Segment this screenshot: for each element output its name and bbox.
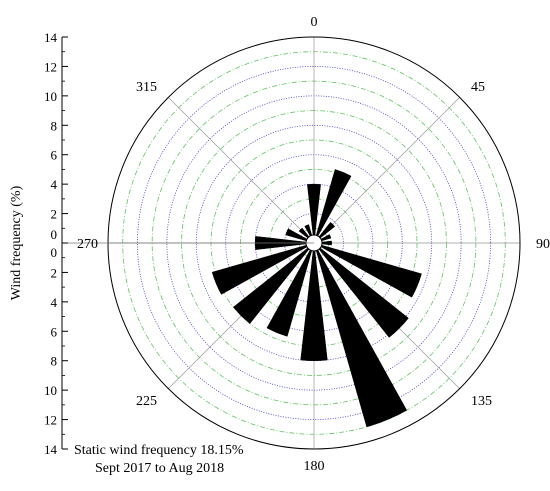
radial-tick-label: 14 xyxy=(44,442,58,457)
wind-sectors xyxy=(211,169,422,428)
radial-tick-label: 12 xyxy=(44,59,57,74)
wind-sector-157.5 xyxy=(313,242,408,428)
y-axis-label: Wind frequency (%) xyxy=(9,185,24,300)
direction-label-180: 180 xyxy=(304,459,325,474)
wind-sector-247.5 xyxy=(211,242,315,295)
direction-label-315: 315 xyxy=(136,80,157,95)
wind-sector-225 xyxy=(233,242,315,324)
radial-tick-label: 2 xyxy=(51,265,58,280)
direction-label-225: 225 xyxy=(136,394,157,409)
direction-label-270: 270 xyxy=(77,237,98,252)
wind-sector-0 xyxy=(307,183,321,244)
grid-spoke xyxy=(168,97,315,244)
static-wind-note: Static wind frequency 18.15% xyxy=(74,443,244,458)
grid-spoke xyxy=(313,97,460,244)
radial-tick-label: 8 xyxy=(51,118,58,133)
radial-tick-label: 4 xyxy=(51,177,58,192)
radial-axis: 0 0 2 2 4 4 6 6 8 8 10 10 12 12 14 14 xyxy=(44,30,314,457)
radial-tick-label: 8 xyxy=(51,354,58,369)
radial-tick-label: 0 xyxy=(51,227,58,242)
direction-label-0: 0 xyxy=(311,15,318,30)
radial-tick-label: 12 xyxy=(44,413,57,428)
wind-sector-202.5 xyxy=(266,242,315,337)
radial-tick-label: 10 xyxy=(44,383,57,398)
wind-sector-180 xyxy=(300,242,328,361)
radial-tick-label: 0 xyxy=(51,245,58,260)
direction-label-135: 135 xyxy=(471,394,492,409)
radial-tick-label: 6 xyxy=(51,148,58,163)
direction-label-45: 45 xyxy=(471,80,485,95)
wind-sector-90 xyxy=(313,240,332,246)
wind-sector-112.5 xyxy=(313,242,422,298)
direction-label-90: 90 xyxy=(536,237,550,252)
radial-tick-label: 4 xyxy=(51,295,58,310)
period-note: Sept 2017 to Aug 2018 xyxy=(95,461,225,476)
radial-tick-label: 6 xyxy=(51,324,58,339)
radial-tick-label: 10 xyxy=(44,89,57,104)
direction-labels: 0 45 90 135 180 225 270 315 xyxy=(77,15,550,474)
wind-sector-135 xyxy=(313,242,409,338)
wind-sector-22.5 xyxy=(313,169,352,244)
radial-tick-label: 2 xyxy=(51,207,58,222)
radial-tick-label: 14 xyxy=(44,30,58,45)
